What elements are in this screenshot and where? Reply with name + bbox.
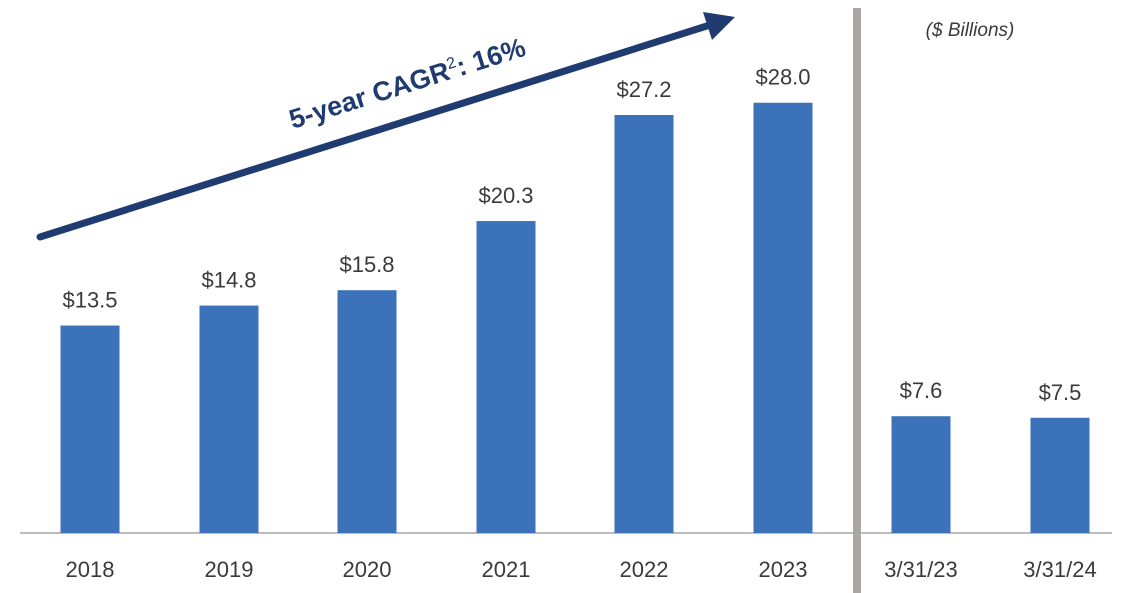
bar <box>753 102 813 533</box>
value-label: $27.2 <box>616 77 671 102</box>
x-tick-label: 3/31/23 <box>884 557 957 582</box>
cagr-text: 5-year CAGR <box>285 56 453 135</box>
x-tick-label: 2018 <box>66 557 115 582</box>
separator <box>853 8 861 593</box>
bar <box>1030 417 1090 533</box>
value-label: $15.8 <box>339 252 394 277</box>
x-tick-label: 2021 <box>482 557 531 582</box>
value-label: $13.5 <box>62 288 117 313</box>
bar <box>891 416 951 533</box>
bar <box>614 115 674 533</box>
x-tick-label: 2020 <box>343 557 392 582</box>
x-tick-label: 2022 <box>620 557 669 582</box>
bar <box>199 305 259 533</box>
bar <box>337 290 397 533</box>
bar <box>476 221 536 533</box>
x-tick-label: 2023 <box>759 557 808 582</box>
x-tick-label: 3/31/24 <box>1023 557 1096 582</box>
value-label: $14.8 <box>201 268 256 293</box>
cagr-arrow <box>36 21 714 241</box>
x-tick-label: 2019 <box>205 557 254 582</box>
cagr-arrowhead <box>703 12 735 40</box>
value-label: $20.3 <box>478 183 533 208</box>
cagr-suffix: : 16% <box>453 32 529 82</box>
value-label: $7.5 <box>1039 380 1082 405</box>
bar <box>60 325 120 533</box>
value-label: $28.0 <box>755 65 810 90</box>
value-label: $7.6 <box>900 378 943 403</box>
unit-label: ($ Billions) <box>926 20 1015 41</box>
